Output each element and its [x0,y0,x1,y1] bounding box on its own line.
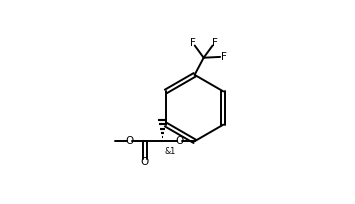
Text: O: O [141,157,149,167]
Text: F: F [190,38,196,48]
Text: O: O [175,136,184,146]
Text: F: F [221,52,227,62]
Text: F: F [212,38,218,48]
Text: O: O [125,136,134,146]
Text: &1: &1 [165,147,176,156]
